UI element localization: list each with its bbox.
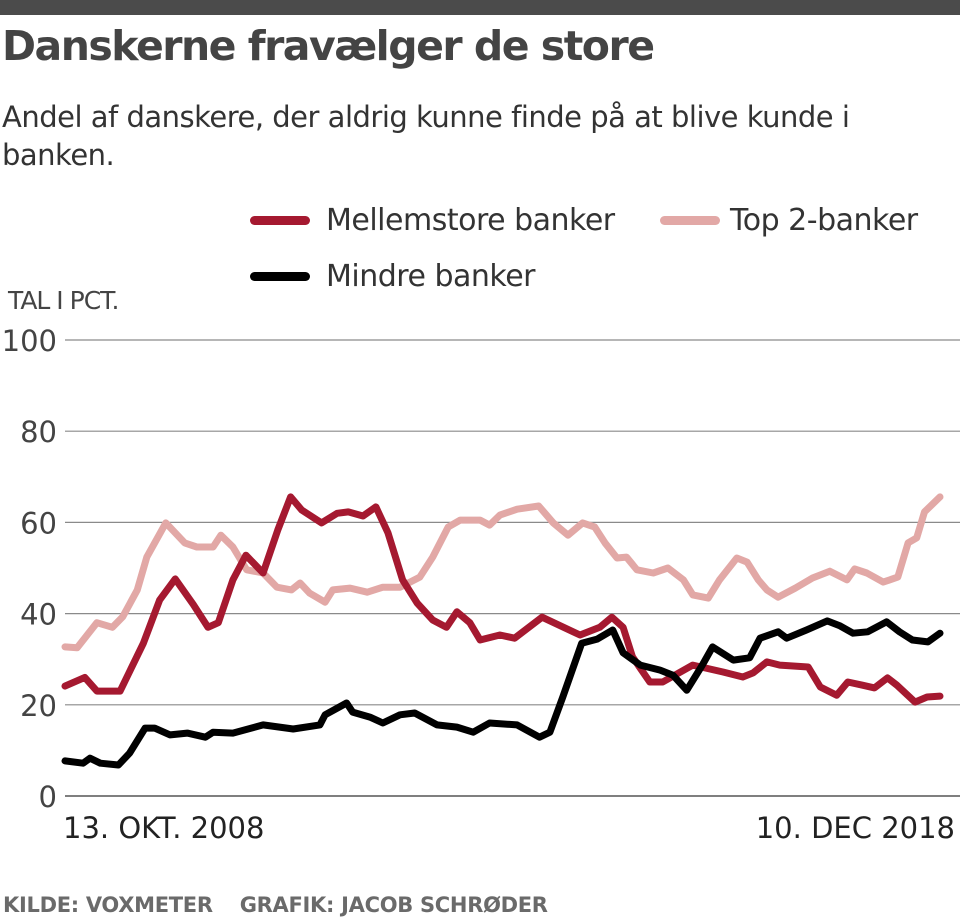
legend-item-top2: Top 2-banker [660,203,918,238]
y-tick-label: 60 [20,506,57,540]
source-credit: KILDE: VOXMETER [3,893,213,917]
x-tick-label-end: 10. DEC 2018 [756,811,955,845]
legend-swatch-top2 [660,216,720,225]
legend-label: Mellemstore banker [326,203,615,238]
chart-title: Danskerne fravælger de store [2,22,655,70]
y-tick-label: 20 [20,689,57,723]
y-tick-label: 100 [2,324,57,358]
footer: KILDE: VOXMETER GRAFIK: JACOB SCHRØDER [3,893,568,917]
legend-item-mindre: Mindre banker [250,259,535,294]
series-line-mellemstore [61,493,944,706]
legend-label: Top 2-banker [730,203,918,238]
legend-swatch-mellemstore [250,216,310,225]
y-tick-label: 0 [39,780,57,814]
y-tick-label: 40 [20,598,57,632]
series-line-mindre [61,617,944,769]
y-tick-label: 80 [20,415,57,449]
legend-item-mellemstore: Mellemstore banker [250,203,615,238]
chart-subtitle: Andel af danskere, der aldrig kunne find… [2,100,850,172]
graphic-credit: GRAFIK: JACOB SCHRØDER [239,893,548,917]
legend-swatch-mindre [250,272,310,281]
y-axis-unit-label: TAL I PCT. [8,286,119,315]
series-line-top2 [61,493,944,652]
x-tick-label-start: 13. OKT. 2008 [63,811,264,845]
legend-label: Mindre banker [326,259,535,294]
top-rule [0,0,960,15]
